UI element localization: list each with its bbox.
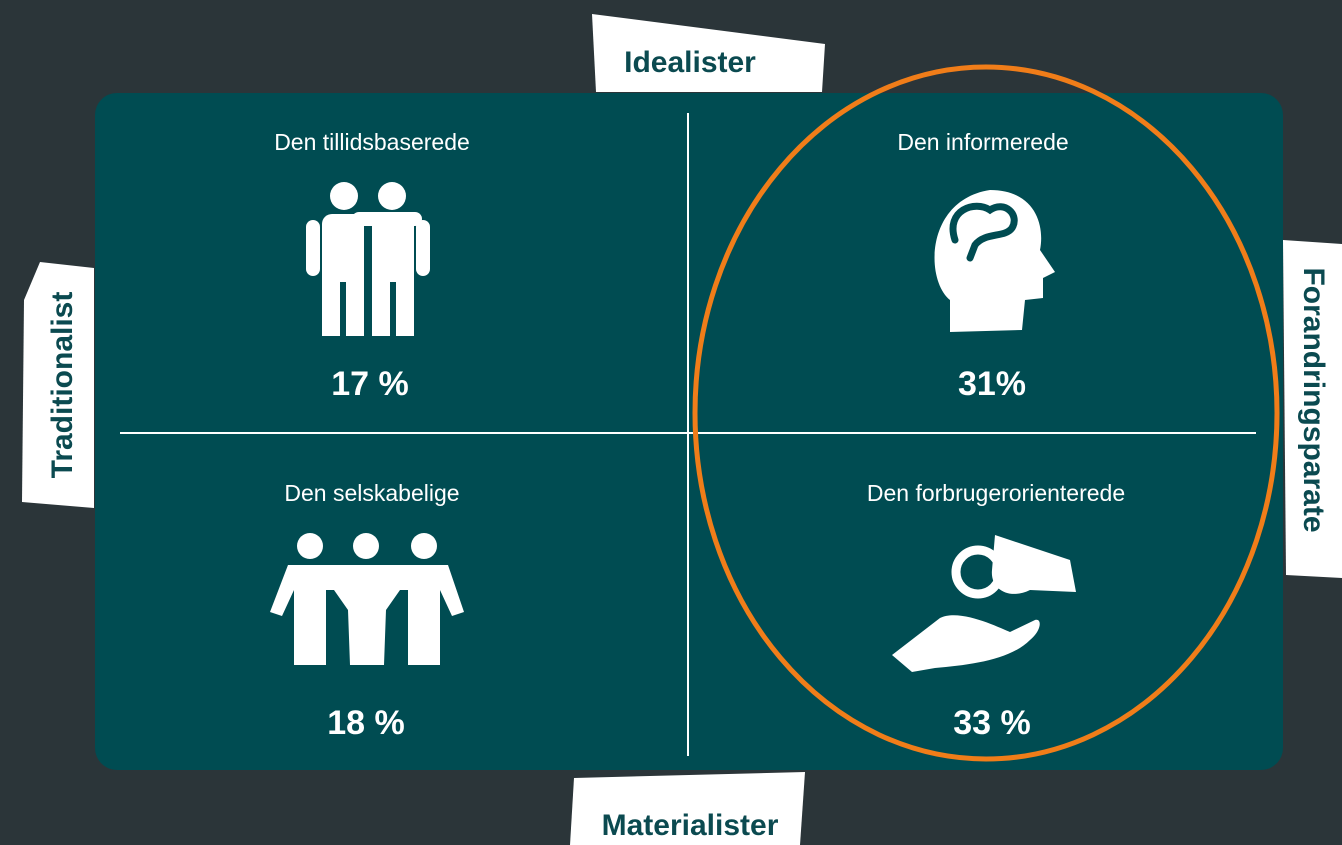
label-patch [22,262,94,508]
axis-label: Traditionalist [46,292,79,479]
label-patch [570,772,805,845]
highlight-ellipse [692,64,1280,762]
icon-friends [306,182,430,336]
quadrant-title: Den informerede [897,129,1068,155]
label-patch [592,14,825,92]
quadrant-title: Den selskabelige [284,480,459,506]
icon-hands [892,535,1076,672]
icon-head [934,190,1055,332]
axis-label: Materialister [602,809,779,842]
quadrant-value: 33 % [953,704,1031,742]
axis-label: Idealister [624,46,756,79]
quadrant-title: Den tillidsbaserede [274,129,470,155]
label-patch [1283,240,1342,578]
icon-group [270,533,464,665]
quadrant-value: 31% [958,365,1026,403]
quadrant-value: 17 % [331,365,409,403]
axis-label: Forandringsparate [1297,267,1330,532]
quadrant-value: 18 % [327,704,405,742]
quadrant-title: Den forbrugerorienterede [867,480,1125,506]
